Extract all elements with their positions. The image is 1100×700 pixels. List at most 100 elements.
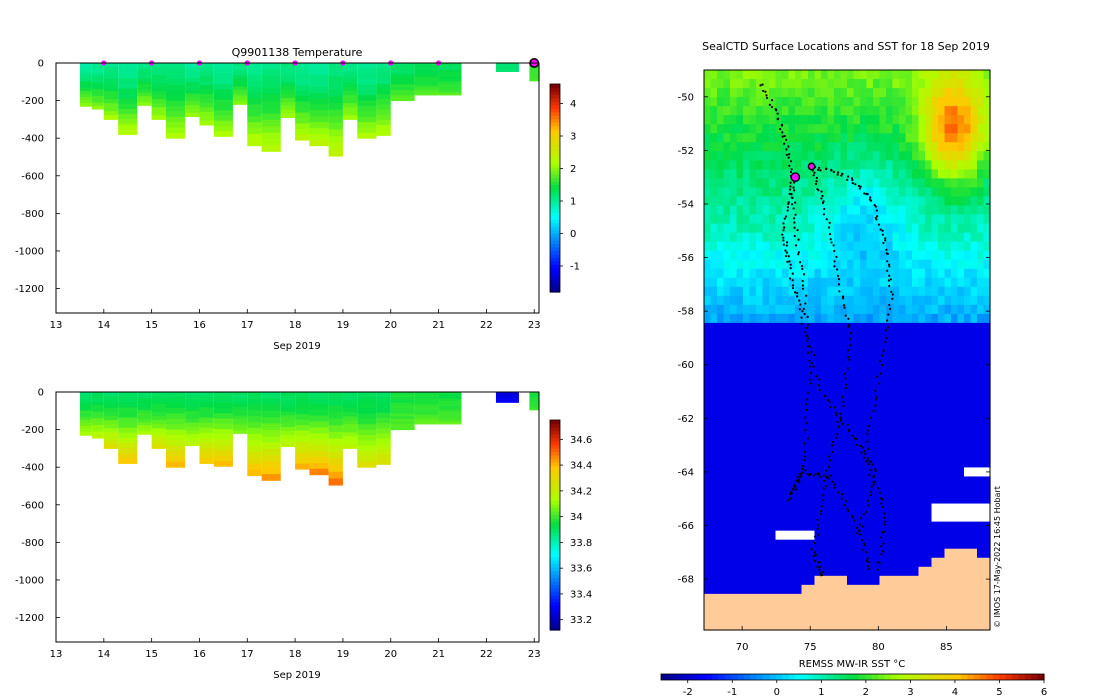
track-dot (781, 233, 784, 236)
track-dot (793, 217, 796, 220)
sst-cell (847, 259, 855, 270)
salinity-cell (295, 425, 310, 432)
sst-cell (775, 169, 783, 179)
sst-cell (834, 214, 842, 225)
temperature-cell (103, 63, 119, 68)
sst-cell (723, 223, 731, 234)
sst-cell (769, 97, 777, 107)
sst-cell (821, 449, 829, 459)
track-dot (802, 307, 805, 310)
sst-cell (710, 151, 718, 161)
sst-cell (834, 223, 842, 234)
track-dot (792, 488, 795, 491)
sst-cell (717, 70, 725, 80)
sst-cell (730, 277, 738, 288)
sst-cell (879, 250, 887, 261)
sst-cell (827, 223, 835, 234)
sst-cell (957, 88, 965, 98)
track-dot (847, 325, 850, 328)
sst-cell (769, 593, 777, 604)
sst-cell (801, 115, 809, 125)
track-dot (867, 457, 870, 460)
sst-cell (931, 575, 939, 586)
temperature-cell (357, 73, 377, 80)
salinity-cell (165, 445, 186, 452)
salinity-cell (151, 400, 166, 405)
temperature-cell (247, 139, 262, 147)
track-dot (854, 183, 857, 186)
track-dot (817, 471, 820, 475)
temperature-colorbar-swatch (550, 122, 560, 127)
sst-cell (938, 340, 946, 351)
sst-cell (795, 503, 803, 514)
sst-cell (808, 611, 816, 622)
sst-cell (834, 404, 842, 414)
salinity-cell (342, 424, 358, 429)
sst-cell (775, 286, 783, 297)
temperature-cell (213, 131, 233, 137)
temperature-colorbar-swatch (550, 253, 560, 258)
sst-cell (710, 458, 718, 469)
temperature-cell (185, 97, 200, 102)
seal-position-marker (790, 172, 801, 183)
temperature-cell (357, 89, 377, 96)
sst-cell (879, 557, 887, 568)
salinity-colorbar-swatch (550, 427, 560, 432)
salinity-cell (309, 439, 329, 446)
salinity-cell (91, 424, 104, 429)
sst-cell (821, 530, 829, 541)
sst-cell (782, 70, 790, 80)
sst-cell (964, 241, 972, 252)
sst-cell (892, 521, 900, 532)
sst-cell (743, 458, 751, 469)
sst-cell (769, 142, 777, 152)
temperature-colorbar-swatch (550, 136, 560, 141)
track-dot (799, 472, 802, 475)
sst-cell (853, 593, 861, 604)
salinity-colorbar-swatch (550, 514, 560, 519)
temperature-colorbar-swatch (550, 129, 560, 134)
sst-cell (866, 295, 874, 306)
salinity-cell (79, 392, 92, 396)
sst-cell (710, 304, 718, 315)
sst-cell (886, 467, 894, 478)
sst-cell (808, 602, 816, 613)
sst-cell (704, 295, 712, 306)
salinity-cell (232, 424, 248, 428)
sst-cell (704, 584, 712, 595)
sst-cell (795, 133, 803, 143)
temperature-cell (185, 108, 200, 114)
sst-cell (840, 494, 848, 505)
sst-cell (769, 196, 777, 207)
sst-cell (892, 359, 900, 369)
sst-cell (775, 259, 783, 270)
salinity-cell (199, 427, 214, 434)
sst-cell (730, 322, 738, 333)
temperature-cell (79, 103, 92, 107)
sst-cell (730, 268, 738, 279)
sst-cell (918, 350, 926, 360)
sst-cell (834, 377, 842, 387)
temperature-cell (103, 67, 119, 72)
temperature-cell (185, 85, 200, 91)
sst-cell (717, 503, 725, 514)
sst-cell (808, 521, 816, 532)
track-dot (833, 265, 836, 268)
sst-cell (938, 178, 946, 189)
sst-cell (970, 584, 978, 595)
temperature-colorbar-swatch (550, 153, 560, 158)
temperature-cell (438, 72, 462, 75)
sst-cell (821, 187, 829, 198)
sst-cell (905, 557, 913, 568)
sst-cell (925, 70, 933, 80)
temperature-cell (376, 109, 391, 116)
temperature-colorbar-swatch (550, 198, 560, 203)
salinity-cell (103, 416, 119, 421)
sst-cell (756, 485, 764, 496)
sst-cell (847, 178, 855, 189)
salinity-cell (309, 433, 329, 440)
sst-cell (983, 449, 991, 459)
sst-cell (886, 214, 894, 225)
sst-cell (801, 295, 809, 306)
sst-cell (749, 566, 757, 577)
